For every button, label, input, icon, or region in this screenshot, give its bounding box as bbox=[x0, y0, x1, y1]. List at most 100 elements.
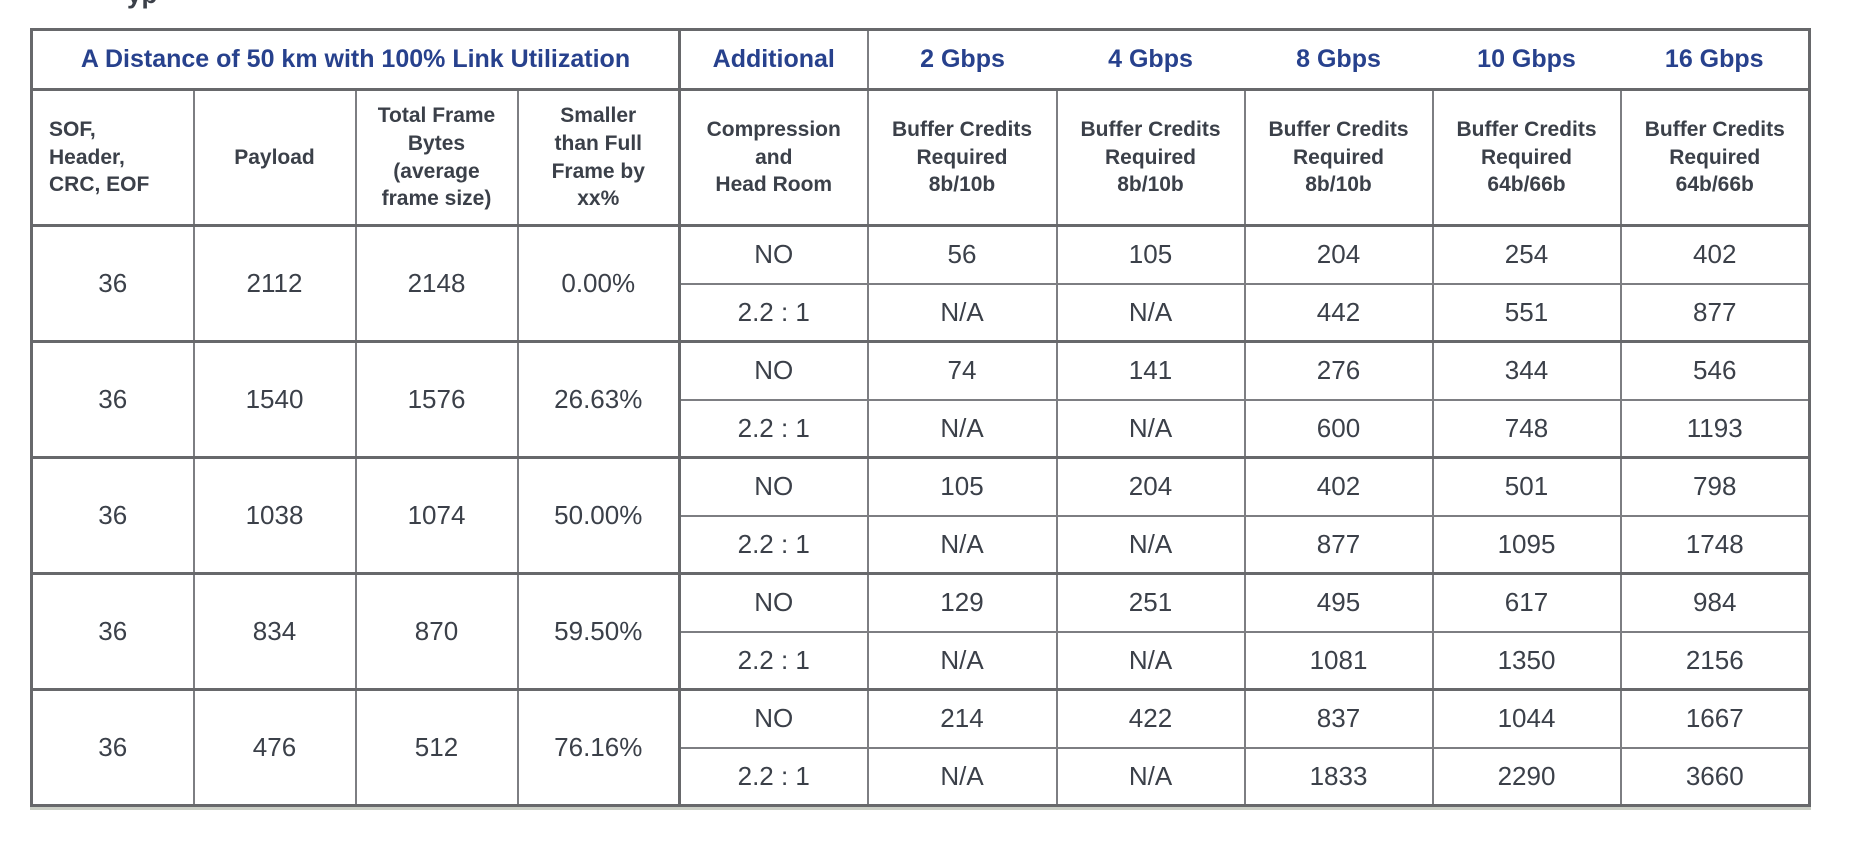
cell-smaller-than: 0.00% bbox=[516, 224, 681, 343]
cell-credits-16gbps: 984 bbox=[1619, 572, 1811, 633]
table-header-row-1: A Distance of 50 km with 100% Link Utili… bbox=[30, 28, 1811, 91]
cell-credits-16gbps: 3660 bbox=[1619, 746, 1811, 807]
cell-credits-2gbps: N/A bbox=[866, 514, 1058, 575]
cell-credits-8gbps: 442 bbox=[1243, 282, 1434, 343]
cell-sof: 36 bbox=[30, 224, 195, 343]
header-sof-header-crc-eof: SOF, Header, CRC, EOF bbox=[30, 88, 195, 227]
table-row: 36 2112 2148 0.00% NO 56 105 204 254 402 bbox=[30, 224, 1811, 343]
table-title: A Distance of 50 km with 100% Link Utili… bbox=[30, 28, 681, 91]
cell-credits-2gbps: 74 bbox=[866, 340, 1058, 401]
cell-credits-2gbps: 129 bbox=[866, 572, 1058, 633]
cell-credits-4gbps: N/A bbox=[1055, 282, 1246, 343]
cell-smaller-than: 50.00% bbox=[516, 456, 681, 575]
table-header-row-2: SOF, Header, CRC, EOF Payload Total Fram… bbox=[30, 88, 1811, 227]
header-2gbps: 2 Gbps bbox=[866, 28, 1058, 91]
buffer-credits-table: A Distance of 50 km with 100% Link Utili… bbox=[30, 28, 1811, 807]
cell-smaller-than: 76.16% bbox=[516, 688, 681, 807]
cell-credits-10gbps: 1095 bbox=[1431, 514, 1622, 575]
header-credits-10gbps: Buffer Credits Required 64b/66b bbox=[1431, 88, 1622, 227]
cell-credits-8gbps: 837 bbox=[1243, 688, 1434, 749]
cell-credits-10gbps: 551 bbox=[1431, 282, 1622, 343]
cell-total-frame-bytes: 1576 bbox=[354, 340, 519, 459]
cell-compression: 2.2 : 1 bbox=[678, 746, 869, 807]
cell-smaller-than: 26.63% bbox=[516, 340, 681, 459]
cell-compression: NO bbox=[678, 340, 869, 401]
table-row: 36 1540 1576 26.63% NO 74 141 276 344 54… bbox=[30, 340, 1811, 459]
cell-credits-16gbps: 877 bbox=[1619, 282, 1811, 343]
cell-credits-8gbps: 1081 bbox=[1243, 630, 1434, 691]
cell-credits-2gbps: 56 bbox=[866, 224, 1058, 285]
cell-compression: 2.2 : 1 bbox=[678, 630, 869, 691]
header-16gbps: 16 Gbps bbox=[1620, 28, 1811, 91]
header-credits-2gbps: Buffer Credits Required 8b/10b bbox=[866, 88, 1058, 227]
cell-credits-8gbps: 402 bbox=[1243, 456, 1434, 517]
cell-credits-16gbps: 2156 bbox=[1619, 630, 1811, 691]
cell-credits-8gbps: 877 bbox=[1243, 514, 1434, 575]
cell-compression: NO bbox=[678, 572, 869, 633]
cell-compression: 2.2 : 1 bbox=[678, 398, 869, 459]
cell-sof: 36 bbox=[30, 340, 195, 459]
header-total-frame-bytes: Total Frame Bytes (average frame size) bbox=[354, 88, 519, 227]
clipped-text-fragment-text: yp bbox=[127, 0, 197, 9]
cell-sof: 36 bbox=[30, 456, 195, 575]
cell-credits-10gbps: 617 bbox=[1431, 572, 1622, 633]
cell-credits-16gbps: 798 bbox=[1619, 456, 1811, 517]
header-10gbps: 10 Gbps bbox=[1432, 28, 1622, 91]
cell-credits-2gbps: N/A bbox=[866, 282, 1058, 343]
cell-credits-4gbps: 422 bbox=[1055, 688, 1246, 749]
table-row: 2.2 : 1 N/A N/A 600 748 1193 bbox=[32, 398, 1811, 459]
cell-payload: 2112 bbox=[192, 224, 357, 343]
cell-total-frame-bytes: 2148 bbox=[354, 224, 519, 343]
cell-credits-2gbps: 105 bbox=[866, 456, 1058, 517]
cell-credits-10gbps: 1044 bbox=[1431, 688, 1622, 749]
cell-credits-10gbps: 1350 bbox=[1431, 630, 1622, 691]
cell-credits-10gbps: 2290 bbox=[1431, 746, 1622, 807]
table-row: 2.2 : 1 N/A N/A 1833 2290 3660 bbox=[32, 746, 1811, 807]
header-smaller-than-full-frame: Smaller than Full Frame by xx% bbox=[516, 88, 681, 227]
cell-credits-16gbps: 1667 bbox=[1619, 688, 1811, 749]
table-row: 2.2 : 1 N/A N/A 1081 1350 2156 bbox=[32, 630, 1811, 691]
cell-credits-10gbps: 254 bbox=[1431, 224, 1622, 285]
cell-payload: 1038 bbox=[192, 456, 357, 575]
cell-payload: 1540 bbox=[192, 340, 357, 459]
cell-credits-4gbps: 105 bbox=[1055, 224, 1246, 285]
header-4gbps: 4 Gbps bbox=[1056, 28, 1246, 91]
cell-credits-10gbps: 344 bbox=[1431, 340, 1622, 401]
cell-payload: 834 bbox=[192, 572, 357, 691]
cell-total-frame-bytes: 512 bbox=[354, 688, 519, 807]
cell-credits-2gbps: N/A bbox=[866, 630, 1058, 691]
cell-credits-4gbps: N/A bbox=[1055, 746, 1246, 807]
cell-credits-16gbps: 546 bbox=[1619, 340, 1811, 401]
header-credits-8gbps: Buffer Credits Required 8b/10b bbox=[1243, 88, 1434, 227]
header-credits-16gbps: Buffer Credits Required 64b/66b bbox=[1619, 88, 1811, 227]
header-payload: Payload bbox=[192, 88, 357, 227]
cell-total-frame-bytes: 870 bbox=[354, 572, 519, 691]
cell-compression: 2.2 : 1 bbox=[678, 282, 869, 343]
table-row: 36 1038 1074 50.00% NO 105 204 402 501 7… bbox=[30, 456, 1811, 575]
cell-credits-16gbps: 1748 bbox=[1619, 514, 1811, 575]
cell-credits-8gbps: 600 bbox=[1243, 398, 1434, 459]
cell-sof: 36 bbox=[30, 688, 195, 807]
cell-credits-8gbps: 495 bbox=[1243, 572, 1434, 633]
cell-credits-4gbps: 204 bbox=[1055, 456, 1246, 517]
cell-credits-16gbps: 402 bbox=[1619, 224, 1811, 285]
cell-compression: 2.2 : 1 bbox=[678, 514, 869, 575]
cell-credits-10gbps: 501 bbox=[1431, 456, 1622, 517]
header-additional: Additional bbox=[678, 28, 869, 91]
cell-sof: 36 bbox=[30, 572, 195, 691]
cell-credits-4gbps: 141 bbox=[1055, 340, 1246, 401]
cell-payload: 476 bbox=[192, 688, 357, 807]
cell-smaller-than: 59.50% bbox=[516, 572, 681, 691]
header-8gbps: 8 Gbps bbox=[1244, 28, 1434, 91]
cell-compression: NO bbox=[678, 688, 869, 749]
cell-credits-2gbps: N/A bbox=[866, 746, 1058, 807]
clipped-text-fragment: yp bbox=[127, 0, 197, 9]
table-row: 2.2 : 1 N/A N/A 442 551 877 bbox=[32, 282, 1811, 343]
cell-credits-8gbps: 204 bbox=[1243, 224, 1434, 285]
cell-total-frame-bytes: 1074 bbox=[354, 456, 519, 575]
cell-credits-4gbps: N/A bbox=[1055, 398, 1246, 459]
cell-credits-4gbps: 251 bbox=[1055, 572, 1246, 633]
table-row: 2.2 : 1 N/A N/A 877 1095 1748 bbox=[32, 514, 1811, 575]
cell-credits-2gbps: N/A bbox=[866, 398, 1058, 459]
cell-credits-4gbps: N/A bbox=[1055, 630, 1246, 691]
